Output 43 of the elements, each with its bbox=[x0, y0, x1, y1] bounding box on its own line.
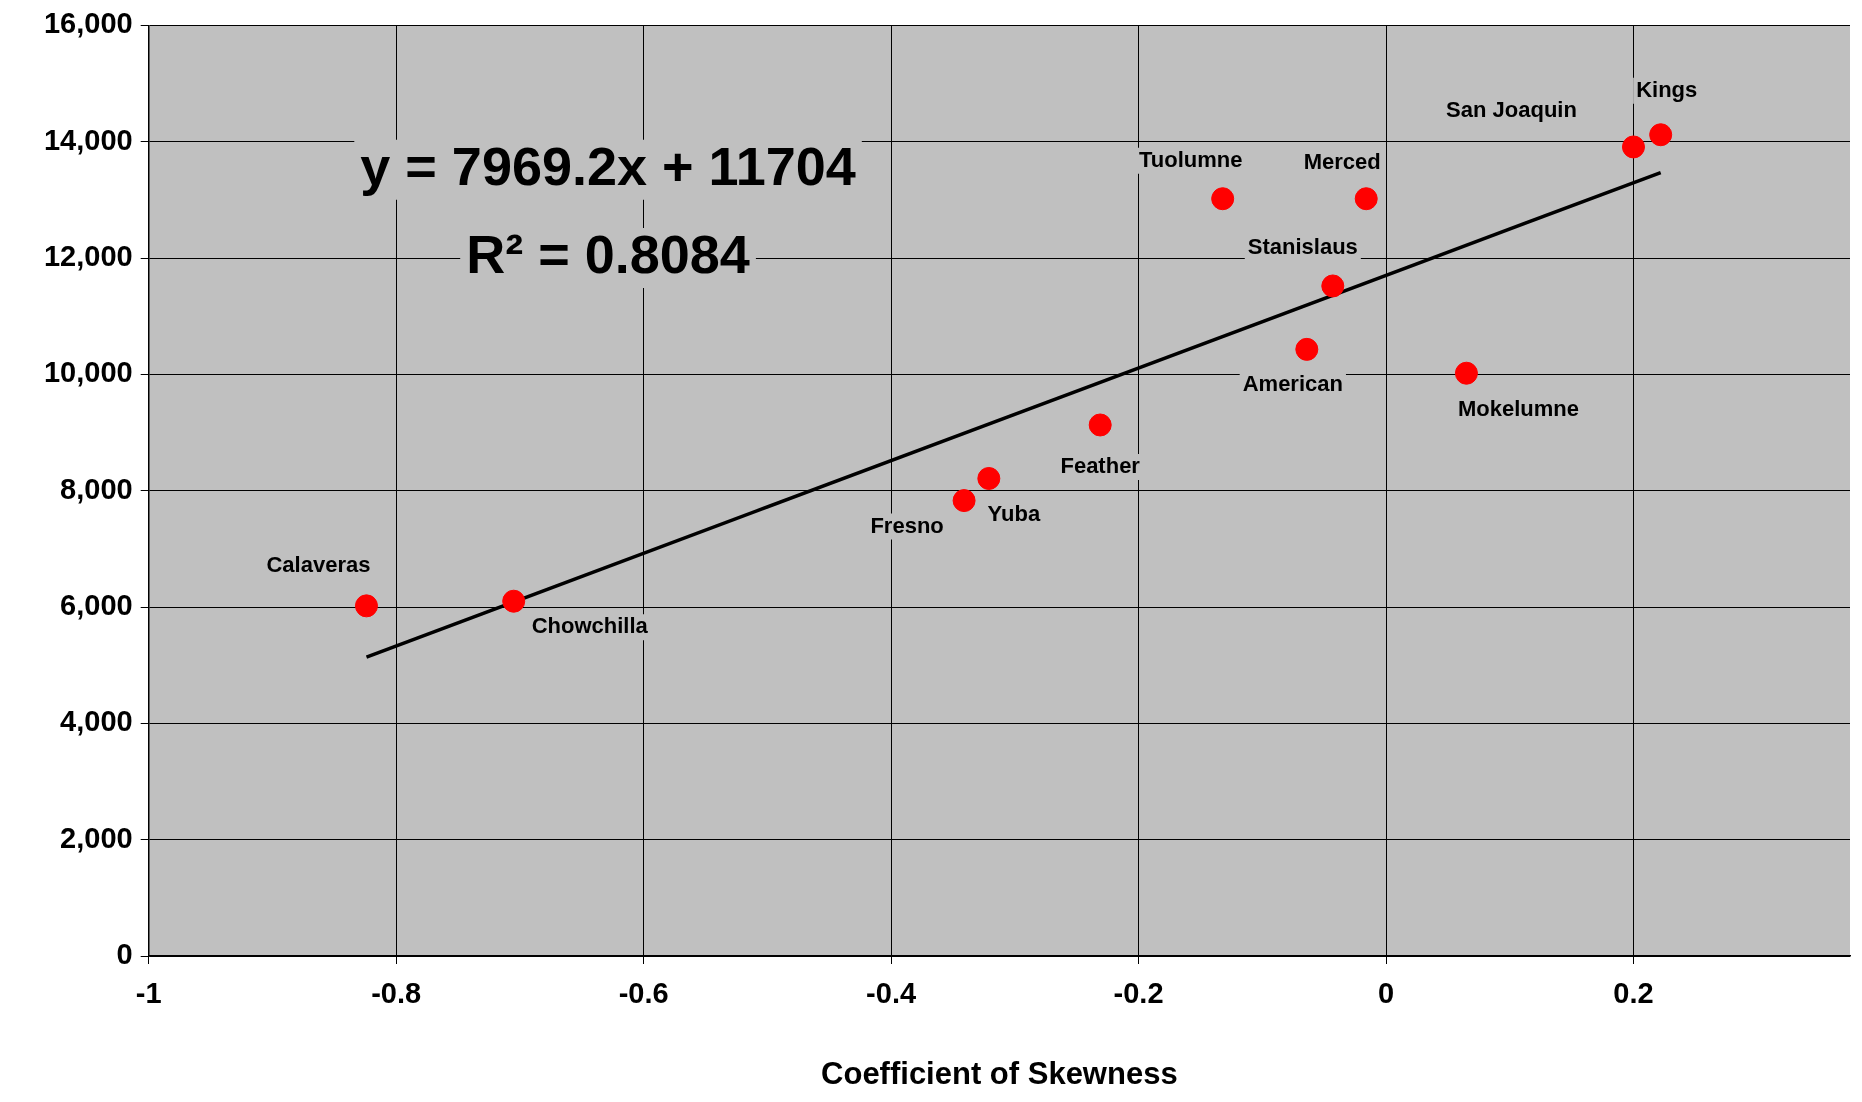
annotation: Calaveras bbox=[266, 551, 371, 577]
point bbox=[1295, 337, 1319, 361]
y-tick-label: 8,000 bbox=[60, 472, 133, 505]
x-axis-title: Coefficient of Skewness bbox=[821, 1055, 1178, 1091]
y-tick-label: 12,000 bbox=[44, 240, 133, 273]
point bbox=[977, 466, 1001, 490]
x-tick-label: -0.2 bbox=[1113, 977, 1164, 1010]
y-tick-label: 6,000 bbox=[60, 589, 133, 622]
point bbox=[354, 594, 378, 618]
point bbox=[1354, 187, 1378, 211]
x-tick-label: -1 bbox=[135, 977, 162, 1010]
x-tick-label: -0.4 bbox=[866, 977, 917, 1010]
x-tick-label: 0 bbox=[1377, 977, 1395, 1010]
y-tick-label: 14,000 bbox=[44, 123, 133, 156]
annotation: San Joaquin bbox=[1446, 97, 1577, 123]
point bbox=[1211, 187, 1235, 211]
y-tick-label: 10,000 bbox=[44, 356, 133, 389]
x-tick-label: 0.2 bbox=[1613, 977, 1654, 1010]
y-tick-label: 2,000 bbox=[60, 821, 133, 854]
y-tick-label: 16,000 bbox=[44, 7, 133, 40]
point bbox=[1454, 361, 1478, 385]
point bbox=[1649, 123, 1673, 147]
annotation: y = 7969.2x + 11704 bbox=[360, 135, 856, 196]
annotation: Tuolumne bbox=[1138, 146, 1243, 172]
annotation: Fresno bbox=[870, 512, 944, 538]
point bbox=[952, 489, 976, 513]
y-tick-label: 4,000 bbox=[60, 705, 133, 738]
point bbox=[1088, 413, 1112, 437]
point bbox=[502, 589, 526, 613]
annotation: Mokelumne bbox=[1457, 396, 1579, 422]
x-tick-label: -0.8 bbox=[371, 977, 422, 1010]
point bbox=[1321, 274, 1345, 298]
y-tick-label: 0 bbox=[116, 938, 133, 970]
x-tick-label: -0.6 bbox=[618, 977, 669, 1010]
annotation: American bbox=[1242, 371, 1343, 397]
annotation: Feather bbox=[1060, 453, 1141, 479]
annotation: R² = 0.8084 bbox=[466, 223, 750, 284]
annotation: Chowchilla bbox=[531, 613, 649, 639]
annotation: Kings bbox=[1636, 76, 1698, 102]
point bbox=[1621, 135, 1645, 159]
annotation: Stanislaus bbox=[1247, 234, 1358, 260]
annotation: Yuba bbox=[987, 500, 1041, 526]
annotation: Merced bbox=[1303, 148, 1381, 174]
